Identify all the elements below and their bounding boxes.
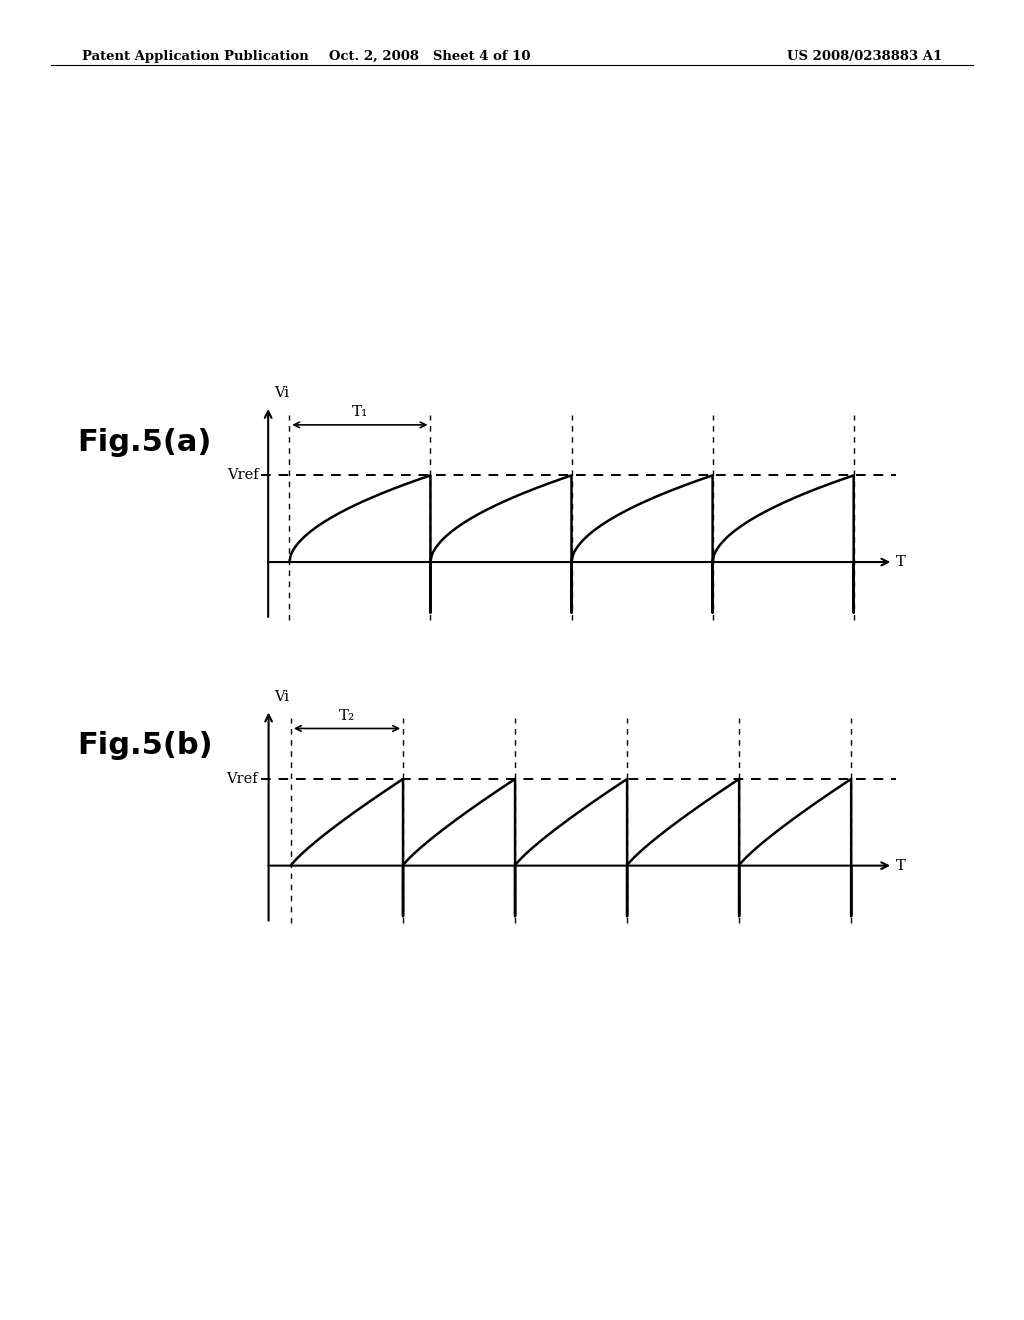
Text: Vi: Vi: [274, 690, 290, 704]
Text: Vi: Vi: [273, 387, 289, 400]
Text: Vref: Vref: [226, 772, 258, 785]
Text: Fig.5(b): Fig.5(b): [77, 731, 212, 760]
Text: Vref: Vref: [226, 469, 258, 482]
Text: T: T: [896, 858, 906, 873]
Text: Fig.5(a): Fig.5(a): [77, 428, 211, 457]
Text: T: T: [896, 554, 906, 569]
Text: US 2008/0238883 A1: US 2008/0238883 A1: [786, 50, 942, 63]
Text: T₁: T₁: [352, 405, 368, 420]
Text: Patent Application Publication: Patent Application Publication: [82, 50, 308, 63]
Text: T₂: T₂: [339, 709, 355, 723]
Text: Oct. 2, 2008   Sheet 4 of 10: Oct. 2, 2008 Sheet 4 of 10: [330, 50, 530, 63]
